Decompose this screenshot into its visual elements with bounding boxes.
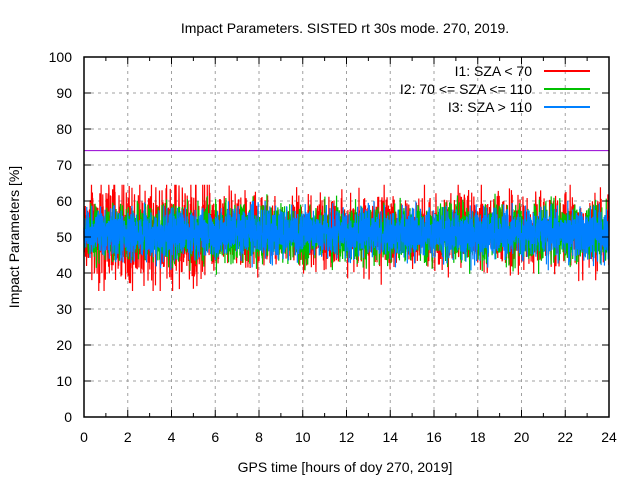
y-tick-label: 70 <box>56 157 72 173</box>
y-axis-label: Impact Parameters [%] <box>6 166 22 308</box>
y-tick-label: 30 <box>56 301 72 317</box>
y-tick-label: 40 <box>56 265 72 281</box>
y-tick-label: 50 <box>56 229 72 245</box>
x-tick-label: 0 <box>80 429 88 445</box>
series-line-3 <box>83 200 610 271</box>
x-tick-label: 14 <box>382 429 398 445</box>
x-axis-label: GPS time [hours of doy 270, 2019] <box>238 459 453 475</box>
x-tick-label: 22 <box>557 429 573 445</box>
legend-label: I1: SZA < 70 <box>455 63 533 79</box>
legend-label: I2: 70 <= SZA <= 110 <box>400 81 532 97</box>
y-tick-label: 10 <box>56 373 72 389</box>
x-tick-label: 6 <box>211 429 219 445</box>
x-tick-label: 24 <box>601 429 617 445</box>
y-tick-labels: 0 10 20 30 40 50 60 70 80 90 100 <box>49 49 73 425</box>
x-tick-label: 12 <box>339 429 355 445</box>
y-tick-label: 60 <box>56 193 72 209</box>
y-tick-label: 0 <box>64 409 72 425</box>
x-tick-label: 20 <box>514 429 530 445</box>
x-tick-label: 10 <box>295 429 311 445</box>
x-tick-label: 18 <box>470 429 486 445</box>
x-tick-label: 4 <box>168 429 176 445</box>
x-tick-labels: 0 2 4 6 8 10 12 14 16 18 20 22 24 <box>80 429 617 445</box>
y-tick-label: 80 <box>56 121 72 137</box>
x-tick-label: 8 <box>255 429 263 445</box>
y-tick-label: 90 <box>56 85 72 101</box>
plot-frame <box>83 56 610 418</box>
series-layer <box>83 184 610 292</box>
chart-title: Impact Parameters. SISTED rt 30s mode. 2… <box>181 20 509 36</box>
legend: I1: SZA < 70 I2: 70 <= SZA <= 110 I3: SZA … <box>400 63 590 115</box>
x-tick-label: 16 <box>426 429 442 445</box>
y-tick-label: 100 <box>49 49 73 65</box>
legend-label: I3: SZA > 110 <box>448 99 532 115</box>
y-tick-label: 20 <box>56 337 72 353</box>
x-tick-label: 2 <box>124 429 132 445</box>
